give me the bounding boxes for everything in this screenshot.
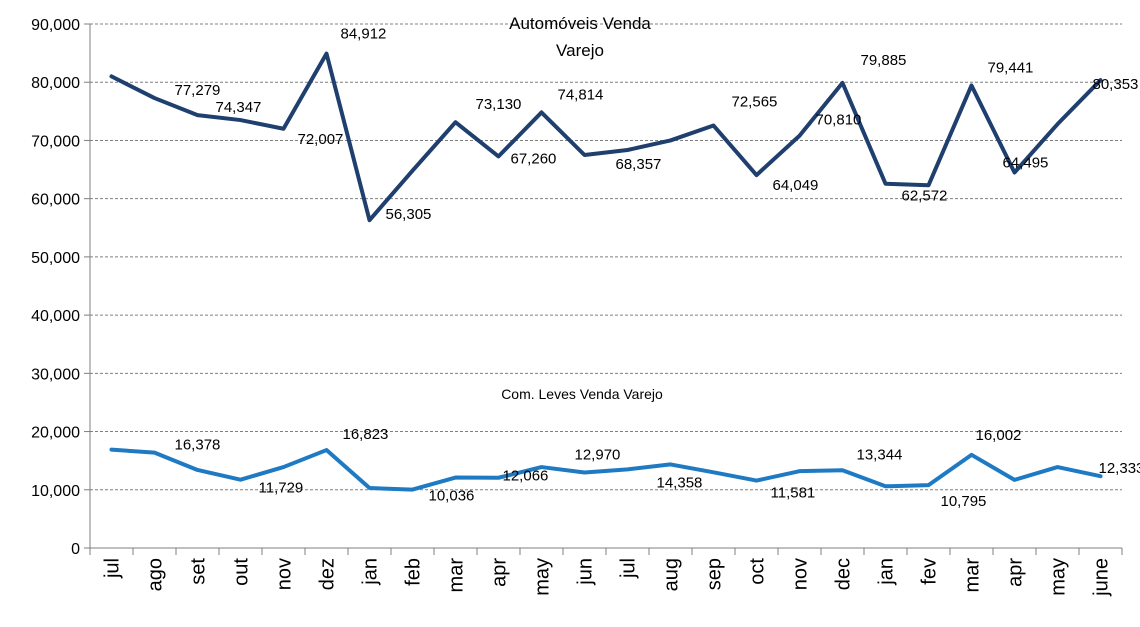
x-tick-label: jan bbox=[360, 558, 382, 586]
y-tick-label: 10,000 bbox=[31, 483, 80, 500]
x-tick-label: apr bbox=[1005, 558, 1027, 587]
x-tick-label: ago bbox=[145, 558, 167, 591]
series-lines bbox=[109, 51, 1103, 492]
x-tick-label: aug bbox=[661, 558, 683, 591]
x-tick-label: sep bbox=[704, 558, 726, 590]
y-tick-label: 70,000 bbox=[31, 133, 80, 150]
x-tick-label: mar bbox=[446, 558, 468, 593]
x-tick-label: mar bbox=[962, 558, 984, 593]
x-axis: jul ago set out nov dez jan feb mar apr may jun jul a… bbox=[89, 547, 1123, 597]
data-label: 13,344 bbox=[857, 446, 903, 463]
series-title-line-1: Automóveis Venda bbox=[509, 14, 651, 33]
data-label: 10,036 bbox=[429, 488, 475, 505]
data-label: 10,795 bbox=[941, 493, 987, 510]
data-label: 74,347 bbox=[216, 99, 262, 116]
x-tick-label: dez bbox=[317, 558, 339, 590]
x-tick-label: jul bbox=[618, 558, 640, 579]
y-tick-label: 0 bbox=[71, 541, 80, 558]
data-label: 67,260 bbox=[511, 150, 557, 167]
series-title-line-2: Varejo bbox=[556, 41, 604, 60]
y-tick-label: 30,000 bbox=[31, 366, 80, 383]
x-tick-label: out bbox=[231, 558, 253, 586]
y-tick-label: 60,000 bbox=[31, 192, 80, 209]
data-label: 70,810 bbox=[816, 112, 862, 129]
data-label: 14,358 bbox=[657, 474, 703, 491]
data-label: 56,305 bbox=[386, 206, 432, 223]
x-tick-label: nov bbox=[274, 558, 296, 590]
series-line-com-leves bbox=[109, 447, 1103, 492]
x-tick-label: jul bbox=[102, 558, 124, 579]
data-label: 12,066 bbox=[503, 468, 549, 485]
data-label: 72,565 bbox=[732, 94, 778, 111]
data-label: 77,279 bbox=[175, 82, 221, 99]
gridlines bbox=[90, 23, 1122, 491]
data-label: 72,007 bbox=[298, 131, 344, 148]
series-titles: Automóveis Venda Varejo Com. Leves Venda… bbox=[501, 14, 663, 402]
series-title-com-leves: Com. Leves Venda Varejo bbox=[501, 386, 663, 402]
data-label: 64,049 bbox=[773, 177, 819, 194]
x-tick-label: set bbox=[188, 558, 210, 585]
x-tick-label: dec bbox=[833, 558, 855, 590]
x-tick-label: nov bbox=[790, 558, 812, 590]
x-tick-label: feb bbox=[403, 558, 425, 586]
data-label: 12,970 bbox=[575, 446, 621, 463]
x-tick-label: fev bbox=[919, 558, 941, 585]
data-label: 16,378 bbox=[175, 437, 221, 454]
data-label: 79,885 bbox=[861, 52, 907, 69]
data-label: 68,357 bbox=[616, 156, 662, 173]
data-label: 74,814 bbox=[558, 86, 604, 103]
y-tick-label: 50,000 bbox=[31, 250, 80, 267]
x-tick-label: jan bbox=[876, 558, 898, 586]
series-line-automoveis bbox=[109, 51, 1103, 223]
data-label: 62,572 bbox=[902, 188, 948, 205]
y-tick-label: 80,000 bbox=[31, 75, 80, 92]
y-axis: 0 10,000 20,000 30,000 40,000 50,000 60,000 70,… bbox=[31, 17, 91, 558]
x-tick-label: oct bbox=[747, 558, 769, 585]
data-label: 12,333 bbox=[1099, 460, 1140, 477]
x-tick-label: apr bbox=[489, 558, 511, 587]
x-tick-label: may bbox=[532, 558, 554, 596]
y-tick-label: 20,000 bbox=[31, 425, 80, 442]
x-tick-label: jun bbox=[575, 558, 597, 586]
data-label: 16,823 bbox=[343, 426, 389, 443]
data-label: 84,912 bbox=[341, 26, 387, 43]
x-tick-label: may bbox=[1048, 558, 1070, 596]
y-tick-label: 90,000 bbox=[31, 17, 80, 34]
data-label: 16,002 bbox=[976, 427, 1022, 444]
data-label: 11,729 bbox=[259, 480, 304, 497]
data-label: 73,130 bbox=[476, 96, 522, 113]
y-tick-label: 40,000 bbox=[31, 308, 80, 325]
data-label: 80,353 bbox=[1093, 76, 1139, 93]
data-label: 64,495 bbox=[1003, 154, 1049, 171]
x-tick-label: june bbox=[1091, 558, 1113, 597]
data-label: 79,441 bbox=[988, 59, 1034, 76]
data-label: 11,581 bbox=[771, 485, 816, 502]
